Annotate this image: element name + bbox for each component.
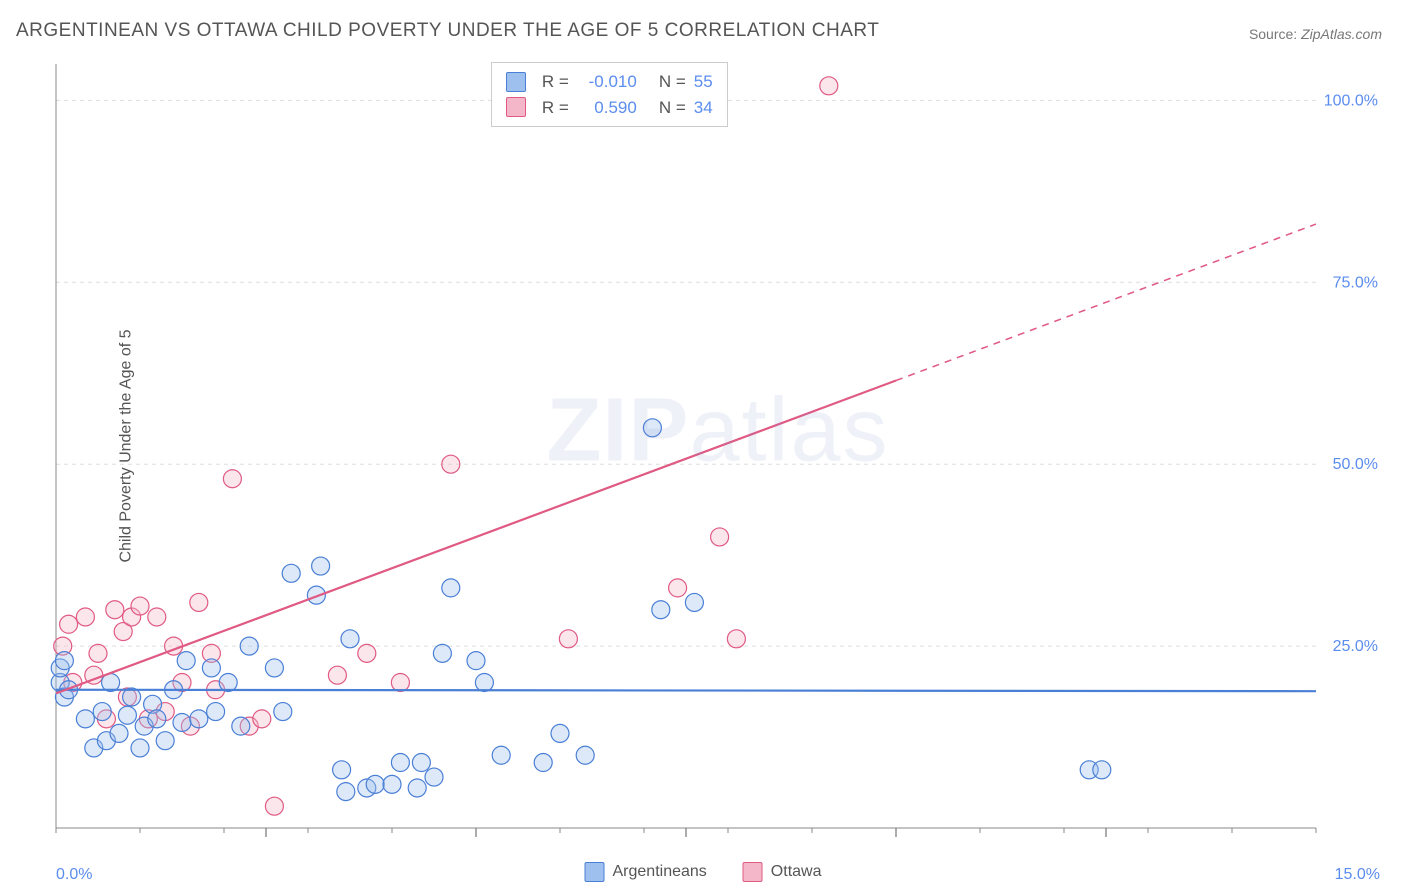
legend-swatch-ottawa [743,862,763,882]
x-axis-min-label: 0.0% [56,866,92,884]
source-site: ZipAtlas.com [1301,26,1382,42]
legend-label-argentineans: Argentineans [613,863,707,880]
svg-text:75.0%: 75.0% [1333,274,1378,291]
scatter-chart-svg: 25.0% 50.0% 75.0% 100.0% [50,58,1386,852]
stats-legend-box: R = -0.010 N = 55 R = 0.590 N = 34 [491,62,728,127]
bottom-legend: Argentineans Ottawa [585,862,822,882]
legend-swatch-argentineans [585,862,605,882]
legend-label-ottawa: Ottawa [771,863,822,880]
x-axis-max-label: 15.0% [1335,866,1380,884]
chart-area: 25.0%50.0%75.0%100.0% ZIPatlas R = -0.01… [50,58,1386,852]
source-attribution: Source: ZipAtlas.com [1249,26,1382,42]
source-label: Source: [1249,26,1297,42]
legend-item-argentineans: Argentineans [585,862,707,882]
legend-item-ottawa: Ottawa [743,862,822,882]
chart-title: ARGENTINEAN VS OTTAWA CHILD POVERTY UNDE… [16,20,879,42]
svg-text:100.0%: 100.0% [1324,92,1378,109]
svg-text:25.0%: 25.0% [1333,638,1378,655]
svg-text:50.0%: 50.0% [1333,456,1378,473]
